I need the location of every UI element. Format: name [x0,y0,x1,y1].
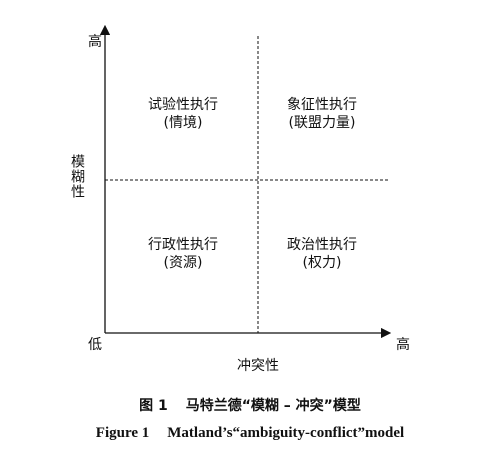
caption-zh: 图 1 马特兰德“模糊 – 冲突”模型 [0,395,500,415]
quadrant-title: 政治性执行 [287,237,357,253]
y-axis-label: 模糊性 [69,154,85,199]
caption-text: Matland’s“ambiguity-conflict”model [167,425,405,441]
caption-label: 图 1 [139,398,168,414]
quadrant-subtitle: (联盟力量) [289,115,356,131]
caption-en: Figure 1 Matland’s“ambiguity-conflict”mod… [0,425,500,442]
y-high-label: 高 [88,33,102,50]
caption-text: 马特兰德“模糊 – 冲突”模型 [185,398,361,414]
quadrant-subtitle: (情境) [164,115,203,131]
quadrant-title: 行政性执行 [148,237,218,253]
caption-label: Figure 1 [95,425,150,441]
x-axis-label: 冲突性 [237,358,279,374]
quadrant-title: 试验性执行 [148,97,218,113]
quadrant-title: 象征性执行 [287,97,357,113]
quadrant-subtitle: (资源) [164,255,203,271]
y-low-label: 低 [88,337,102,353]
quadrant-subtitle: (权力) [303,255,342,271]
x-high-label: 高 [396,336,410,353]
